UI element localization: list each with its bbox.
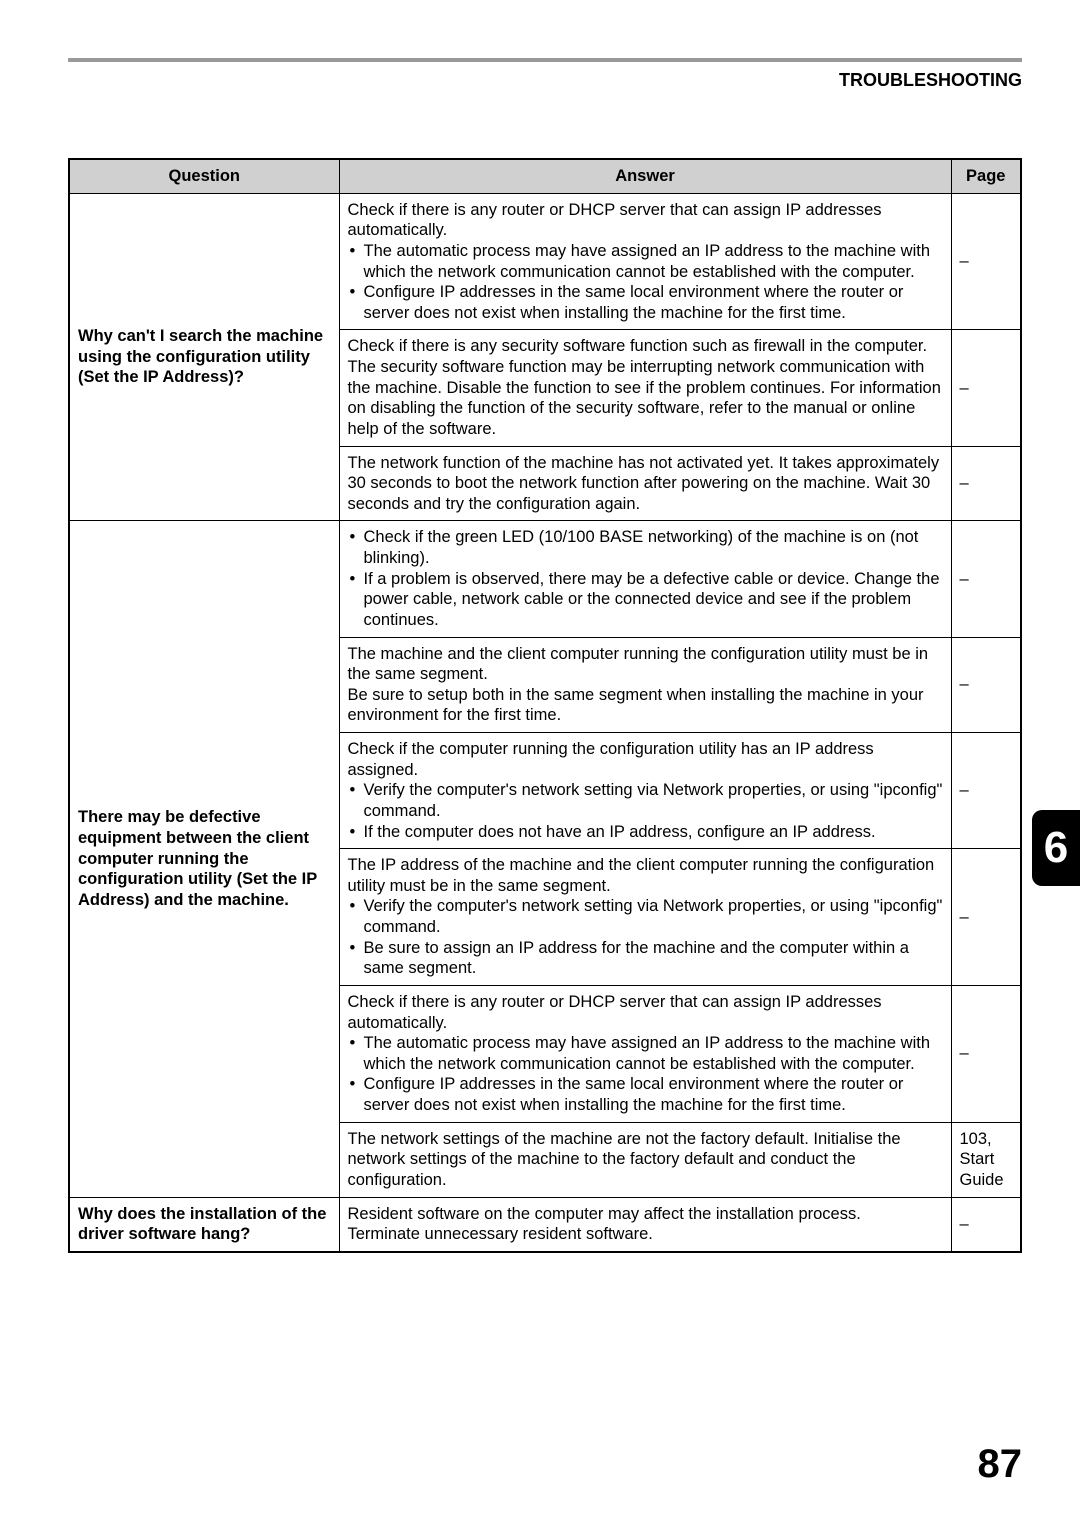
question-cell: Why does the installation of the driver … (69, 1197, 339, 1252)
answer-bullets: Verify the computer's network setting vi… (348, 896, 943, 979)
answer-cell: Check if there is any router or DHCP ser… (339, 985, 951, 1122)
answer-intro: Check if there is any router or DHCP ser… (348, 200, 943, 241)
chapter-tab: 6 (1032, 810, 1080, 886)
page-cell: – (951, 637, 1021, 733)
page-cell: 103, Start Guide (951, 1122, 1021, 1197)
bullet-item: Configure IP addresses in the same local… (348, 282, 943, 323)
section-header: TROUBLESHOOTING (839, 70, 1022, 91)
page-cell: – (951, 1197, 1021, 1252)
bullet-item: If the computer does not have an IP addr… (348, 822, 943, 843)
table-row: Why can't I search the machine using the… (69, 193, 1021, 330)
bullet-item: Verify the computer's network setting vi… (348, 780, 943, 821)
page-cell: – (951, 446, 1021, 521)
answer-bullets: The automatic process may have assigned … (348, 1033, 943, 1116)
bullet-item: The automatic process may have assigned … (348, 241, 943, 282)
header-question: Question (69, 159, 339, 193)
answer-cell: Check if the computer running the config… (339, 733, 951, 849)
question-cell: Why can't I search the machine using the… (69, 193, 339, 521)
bullet-item: Configure IP addresses in the same local… (348, 1074, 943, 1115)
answer-intro: Check if the computer running the config… (348, 739, 943, 780)
page-cell: – (951, 330, 1021, 446)
troubleshooting-table: Question Answer Page Why can't I search … (68, 158, 1022, 1253)
page-cell: – (951, 733, 1021, 849)
table-row: Why does the installation of the driver … (69, 1197, 1021, 1252)
table-row: There may be defective equipment between… (69, 521, 1021, 637)
answer-cell: The network function of the machine has … (339, 446, 951, 521)
answer-bullets: Check if the green LED (10/100 BASE netw… (348, 527, 943, 630)
answer-bullets: Verify the computer's network setting vi… (348, 780, 943, 842)
top-rule (68, 58, 1022, 62)
answer-intro: Check if there is any router or DHCP ser… (348, 992, 943, 1033)
answer-cell: The IP address of the machine and the cl… (339, 849, 951, 986)
answer-cell: Check if the green LED (10/100 BASE netw… (339, 521, 951, 637)
page-number: 87 (978, 1442, 1023, 1487)
bullet-item: If a problem is observed, there may be a… (348, 569, 943, 631)
header-page: Page (951, 159, 1021, 193)
table-header-row: Question Answer Page (69, 159, 1021, 193)
answer-bullets: The automatic process may have assigned … (348, 241, 943, 324)
header-answer: Answer (339, 159, 951, 193)
bullet-item: Be sure to assign an IP address for the … (348, 938, 943, 979)
answer-cell: The network settings of the machine are … (339, 1122, 951, 1197)
answer-cell: The machine and the client computer runn… (339, 637, 951, 733)
answer-cell: Check if there is any router or DHCP ser… (339, 193, 951, 330)
question-cell: There may be defective equipment between… (69, 521, 339, 1197)
answer-intro: The IP address of the machine and the cl… (348, 855, 943, 896)
answer-cell: Resident software on the computer may af… (339, 1197, 951, 1252)
answer-cell: Check if there is any security software … (339, 330, 951, 446)
bullet-item: Verify the computer's network setting vi… (348, 896, 943, 937)
page-cell: – (951, 849, 1021, 986)
page-cell: – (951, 985, 1021, 1122)
page-cell: – (951, 193, 1021, 330)
bullet-item: The automatic process may have assigned … (348, 1033, 943, 1074)
bullet-item: Check if the green LED (10/100 BASE netw… (348, 527, 943, 568)
page-cell: – (951, 521, 1021, 637)
